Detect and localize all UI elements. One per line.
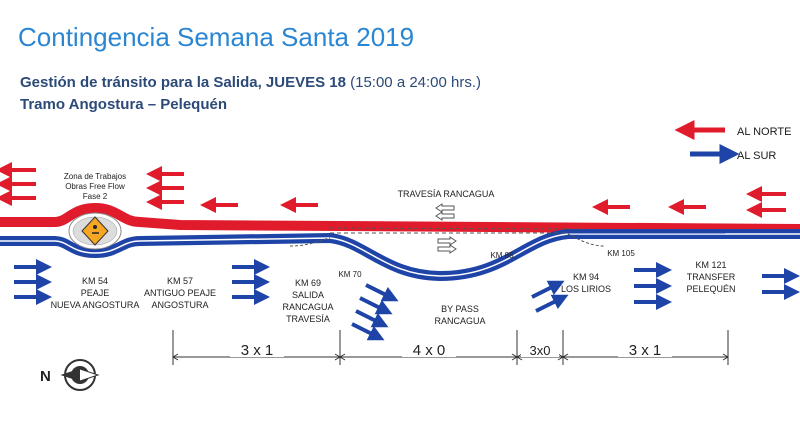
compass-icon bbox=[60, 359, 100, 391]
road-south-centerline bbox=[0, 233, 800, 277]
km70-label: KM 70 bbox=[338, 270, 362, 279]
travesia-arrows-north bbox=[435, 203, 455, 221]
km121-line1: TRANSFER bbox=[687, 272, 736, 282]
km69-line1: SALIDA bbox=[292, 290, 324, 300]
work-zone-line1: Zona de Trabajos bbox=[64, 172, 126, 181]
lane-config-1: 3 x 1 bbox=[241, 342, 274, 359]
road-south bbox=[0, 229, 800, 282]
south-arrow bbox=[359, 296, 393, 315]
south-arrow bbox=[365, 283, 399, 302]
km94-label: KM 94 bbox=[573, 272, 599, 282]
km57-line2: ANGOSTURA bbox=[151, 300, 208, 310]
km54-line2: NUEVA ANGOSTURA bbox=[51, 300, 140, 310]
km54-label: KM 54 bbox=[82, 276, 108, 286]
km69-label: KM 69 bbox=[295, 278, 321, 288]
page-subtitle: Gestión de tránsito para la Salida, JUEV… bbox=[20, 74, 481, 91]
compass-north-label: N bbox=[40, 368, 51, 385]
lane-config-3: 3x0 bbox=[530, 343, 551, 358]
south-arrow bbox=[535, 294, 569, 313]
km54-line1: PEAJE bbox=[81, 288, 110, 298]
bypass-line2: RANCAGUA bbox=[434, 316, 485, 326]
south-arrow bbox=[531, 280, 565, 299]
km69-line3: TRAVESÍA bbox=[286, 314, 330, 324]
south-arrow bbox=[355, 309, 389, 328]
subtitle-time: (15:00 a 24:00 hrs.) bbox=[345, 74, 482, 91]
bypass-line1: BY PASS bbox=[441, 304, 479, 314]
km85-label: KM 85 bbox=[490, 251, 514, 260]
travesia-arrows-south bbox=[437, 236, 457, 254]
work-zone-icon bbox=[81, 216, 109, 246]
ramp-km94 bbox=[567, 233, 606, 247]
km121-label: KM 121 bbox=[695, 260, 726, 270]
km105-label: KM 105 bbox=[607, 249, 635, 258]
km57-label: KM 57 bbox=[167, 276, 193, 286]
travesia-label: TRAVESÍA RANCAGUA bbox=[398, 189, 495, 199]
subtitle-bold: Gestión de tránsito para la Salida, JUEV… bbox=[20, 74, 346, 91]
legend-north-label: AL NORTE bbox=[737, 126, 791, 138]
km121-line2: PELEQUÉN bbox=[686, 284, 735, 294]
km57-line1: ANTIGUO PEAJE bbox=[144, 288, 216, 298]
work-zone-line2: Obras Free Flow bbox=[65, 182, 125, 191]
section-title: Tramo Angostura – Pelequén bbox=[20, 96, 227, 113]
lane-config-2: 4 x 0 bbox=[413, 342, 446, 359]
legend-south-label: AL SUR bbox=[737, 150, 776, 162]
work-zone-line3: Fase 2 bbox=[83, 192, 108, 201]
road-north bbox=[0, 202, 800, 234]
lane-config-4: 3 x 1 bbox=[629, 342, 662, 359]
south-arrow bbox=[351, 322, 385, 341]
km69-line2: RANCAGUA bbox=[282, 302, 333, 312]
page-title: Contingencia Semana Santa 2019 bbox=[18, 22, 415, 52]
km94-line1: LOS LIRIOS bbox=[561, 284, 611, 294]
